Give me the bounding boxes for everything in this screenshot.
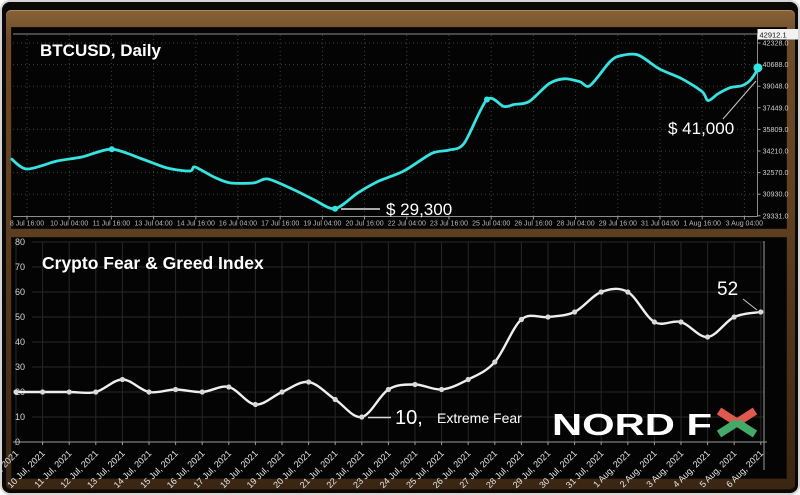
fgi-y-tick-label: 80 [15, 237, 25, 247]
fgi-y-tick-label: 10 [15, 412, 25, 422]
price-tick-label: 29331.0 [763, 211, 789, 220]
time-tick-label: 23 Jul 16:00 [430, 221, 468, 228]
fgi-last-annotation: 52 [717, 279, 738, 300]
fgi-point-marker [306, 379, 312, 385]
time-tick-label: 26 Jul 16:00 [514, 221, 552, 228]
fgi-point-marker [173, 386, 179, 393]
fgi-point-marker [572, 309, 578, 315]
nordfx-logo: NORD F [552, 407, 758, 442]
fgi-last-annotation-pointer [742, 298, 758, 311]
price-tick-label: 30930.0 [763, 190, 789, 199]
fgi-point-marker [146, 389, 152, 395]
fgi-point-marker [226, 384, 232, 390]
price-tick-label: 37449.0 [763, 103, 789, 112]
fgi-point-marker [40, 389, 46, 395]
fgi-point-marker [13, 389, 19, 395]
fgi-y-tick-label: 0 [15, 437, 20, 447]
fear-greed-panel [12, 238, 786, 478]
fgi-point-marker [465, 376, 471, 383]
time-tick-label: 14 Jul 16:00 [177, 221, 215, 228]
current-price-value: 42912.1 [760, 31, 787, 40]
time-tick-label: 20 Jul 16:00 [346, 221, 384, 228]
fgi-point-marker [66, 389, 72, 395]
time-tick-label: 16 Jul 04:00 [219, 221, 257, 228]
fgi-point-marker [758, 309, 764, 315]
btc-high-annotation: $ 41,000 [668, 119, 734, 138]
fgi-series [13, 287, 764, 420]
time-tick-label: 8 Jul 16:00 [10, 221, 44, 228]
time-tick-label: 13 Jul 04:00 [135, 221, 173, 228]
time-tick-label: 10 Jul 04:00 [50, 221, 88, 228]
nordfx-logo-text: NORD F [552, 407, 712, 442]
fgi-point-marker [252, 401, 258, 408]
price-tick-label: 42328.0 [763, 39, 789, 48]
fgi-point-marker [332, 396, 338, 403]
btc-low-annotation: $ 29,300 [386, 200, 452, 219]
fgi-point-marker [678, 319, 684, 325]
nordfx-logo-x-icon [716, 407, 758, 438]
fgi-point-marker [705, 334, 711, 340]
btc-high-annotation-pointer [722, 80, 757, 120]
fgi-point-marker [545, 314, 551, 320]
btc-price-line [10, 52, 760, 211]
time-tick-label: 11 Jul 16:00 [93, 221, 131, 228]
time-tick-label: 1 Aug 16:00 [684, 221, 721, 228]
btc-point-marker [332, 205, 339, 212]
fgi-point-marker [598, 289, 604, 295]
fgi-y-tick-label: 30 [15, 362, 25, 372]
price-tick-label: 40688.0 [763, 60, 789, 69]
fgi-point-marker [359, 414, 365, 420]
price-tick-label: 32570.0 [763, 168, 789, 177]
btc-point-marker [483, 96, 490, 103]
btc-last-point-marker [753, 63, 763, 73]
btc-chart-title: BTCUSD, Daily [40, 41, 161, 60]
price-tick-label: 35809.0 [763, 125, 789, 134]
price-tick-label: 34210.0 [763, 147, 789, 156]
time-tick-label: 25 Jul 04:00 [472, 221, 510, 228]
fgi-grid [15, 241, 764, 443]
time-tick-label: 17 Jul 16:00 [261, 221, 299, 228]
fgi-point-marker [385, 386, 391, 393]
fgi-point-marker [492, 359, 498, 365]
fgi-point-marker [625, 289, 631, 295]
fgi-low-annotation-label: Extreme Fear [437, 410, 522, 426]
btc-series [10, 52, 763, 212]
fgi-point-marker [439, 386, 445, 393]
fgi-low-annotation-value: 10, [395, 407, 423, 429]
time-tick-label: 22 Jul 04:00 [388, 221, 426, 228]
time-tick-label: 19 Jul 04:00 [303, 221, 341, 228]
fgi-point-marker [279, 389, 285, 395]
fgi-y-tick-label: 70 [15, 262, 25, 272]
logo-x-green-bottom [716, 419, 758, 438]
time-tick-label: 28 Jul 04:00 [557, 221, 595, 228]
fgi-point-marker [199, 389, 205, 395]
fgi-point-marker [518, 316, 525, 323]
fgi-chart-title: Crypto Fear & Greed Index [42, 253, 264, 273]
fgi-y-tick-label: 50 [15, 312, 25, 322]
btc-point-marker [108, 146, 115, 153]
time-tick-label: 3 Aug 04:00 [726, 221, 763, 228]
fgi-point-marker [93, 389, 99, 395]
btc-grid [13, 35, 758, 217]
time-tick-label: 29 Jul 16:00 [599, 221, 637, 228]
fgi-point-marker [412, 381, 418, 388]
fgi-y-tick-label: 60 [15, 287, 25, 297]
fgi-point-marker [651, 319, 658, 325]
fgi-point-marker [731, 314, 737, 320]
current-price-tag [757, 29, 798, 40]
fgi-y-tick-label: 40 [15, 337, 25, 347]
fgi-point-marker [119, 376, 125, 383]
price-tick-label: 39048.0 [763, 82, 789, 91]
time-tick-label: 31 Jul 04:00 [641, 221, 679, 228]
btc-axes: 42328.0 40688.0 39048.0 37449.0 35809.0 34210… [10, 33, 789, 228]
